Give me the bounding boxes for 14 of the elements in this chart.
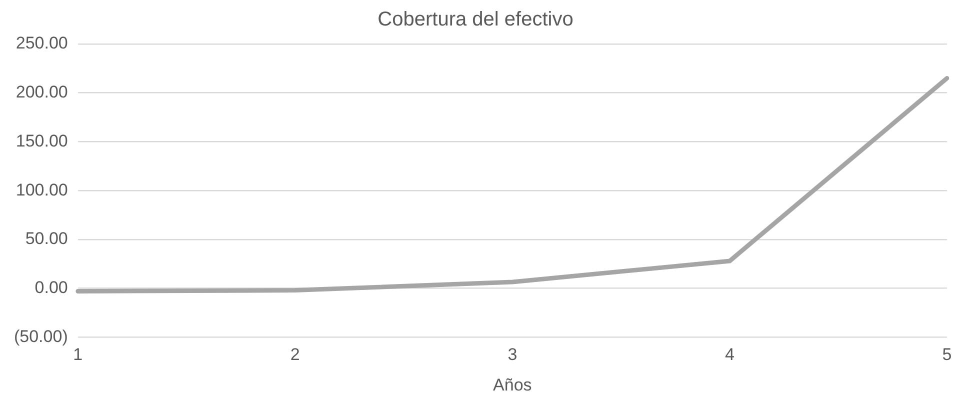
x-tick-label: 5: [942, 345, 952, 364]
x-axis-title: Años: [493, 375, 532, 394]
y-tick-label: 200.00: [16, 82, 68, 102]
y-tick-label: 0.00: [34, 278, 68, 298]
y-tick-label: 100.00: [16, 180, 68, 200]
x-tick-label: 3: [508, 345, 518, 364]
y-tick-label: (50.00): [14, 326, 68, 346]
x-tick-label: 4: [724, 345, 734, 364]
y-tick-label: 250.00: [16, 34, 68, 53]
y-tick-label: 50.00: [25, 229, 68, 248]
x-tick-label: 2: [290, 345, 300, 364]
y-tick-label: 150.00: [16, 131, 68, 150]
chart-title: Cobertura del efectivo: [378, 8, 574, 31]
x-tick-label: 1: [73, 345, 83, 364]
